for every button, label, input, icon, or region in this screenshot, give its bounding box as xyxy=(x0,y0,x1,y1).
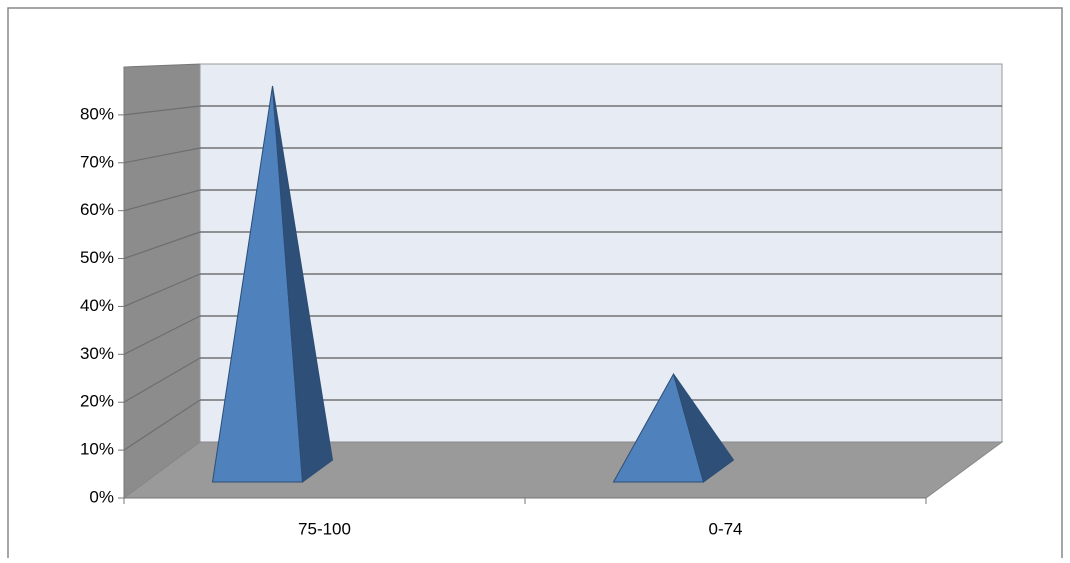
side-grid-line xyxy=(123,105,201,116)
pyramid-side xyxy=(673,373,735,483)
pyramid-side xyxy=(272,85,334,483)
y-tick-label: 70% xyxy=(80,152,114,171)
y-tick-label: 40% xyxy=(80,296,114,315)
pyramid xyxy=(612,372,735,483)
pyramid xyxy=(211,85,334,483)
side-grid-line xyxy=(123,315,201,355)
y-tick-label: 20% xyxy=(80,392,114,411)
y-tick-label: 10% xyxy=(80,440,114,459)
side-grid-line xyxy=(123,231,201,260)
side-grid-line xyxy=(123,189,201,212)
side-grid-line xyxy=(123,357,201,403)
y-tick-label: 50% xyxy=(80,248,114,267)
side-grid-line xyxy=(123,399,201,451)
x-tick-label: 75-100 xyxy=(298,519,351,538)
y-tick-label: 0% xyxy=(89,487,114,506)
y-tick-label: 30% xyxy=(80,344,114,363)
side-grid-line xyxy=(123,273,201,307)
y-tick-label: 60% xyxy=(80,200,114,219)
y-tick-label: 80% xyxy=(80,104,114,123)
side-wall xyxy=(123,63,201,499)
side-grid-line xyxy=(123,147,201,164)
x-tick-label: 0-74 xyxy=(708,519,742,538)
